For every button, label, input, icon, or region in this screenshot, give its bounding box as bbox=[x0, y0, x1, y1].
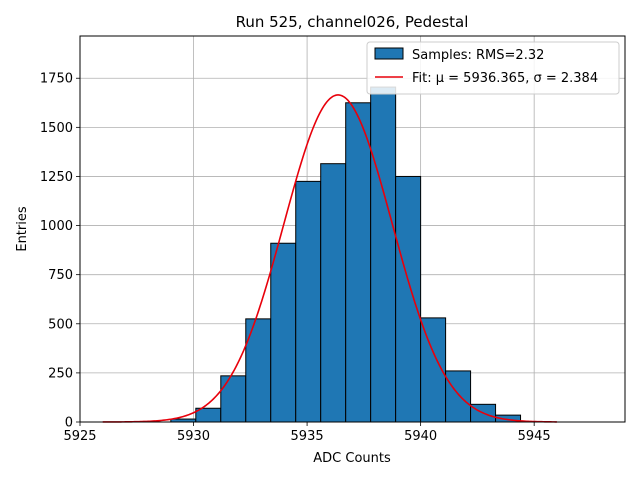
y-tick-label: 500 bbox=[48, 317, 73, 332]
legend-label-samples: Samples: RMS=2.32 bbox=[412, 48, 544, 63]
histogram-bar bbox=[320, 163, 347, 423]
y-axis-label: Entries bbox=[15, 206, 30, 252]
fit-curve bbox=[102, 94, 557, 423]
histogram-bars bbox=[170, 86, 522, 423]
y-tick-label: 1750 bbox=[40, 72, 73, 87]
x-tick-label: 5930 bbox=[177, 429, 210, 444]
histogram-bar bbox=[370, 86, 397, 423]
x-tick-label: 5940 bbox=[404, 429, 437, 444]
x-tick-label: 5945 bbox=[518, 429, 551, 444]
y-tick-label: 0 bbox=[65, 416, 73, 431]
legend: Samples: RMS=2.32 Fit: μ = 5936.365, σ =… bbox=[366, 41, 620, 95]
legend-label-fit: Fit: μ = 5936.365, σ = 2.384 bbox=[412, 71, 598, 86]
histogram-bar bbox=[295, 180, 322, 423]
y-axis-ticks: 0 250 500 750 1000 1250 1500 1750 bbox=[40, 72, 80, 431]
histogram-bar bbox=[220, 375, 247, 423]
x-tick-label: 5925 bbox=[63, 429, 96, 444]
histogram-bar bbox=[395, 175, 422, 423]
histogram-bar bbox=[345, 102, 372, 423]
legend-box bbox=[366, 41, 620, 95]
y-tick-label: 1250 bbox=[40, 170, 73, 185]
x-tick-label: 5935 bbox=[291, 429, 324, 444]
chart-title: Run 525, channel026, Pedestal bbox=[236, 13, 469, 31]
plot-frame bbox=[79, 35, 626, 423]
y-tick-label: 750 bbox=[48, 268, 73, 283]
y-tick-label: 1500 bbox=[40, 121, 73, 136]
y-tick-label: 1000 bbox=[40, 219, 73, 234]
y-tick-label: 250 bbox=[48, 366, 73, 381]
x-axis-label: ADC Counts bbox=[313, 451, 391, 466]
legend-swatch-samples bbox=[374, 47, 404, 60]
x-axis-ticks: 5925 5930 5935 5940 5945 bbox=[63, 422, 551, 444]
histogram-bar bbox=[445, 370, 472, 423]
histogram-bar bbox=[270, 242, 297, 423]
